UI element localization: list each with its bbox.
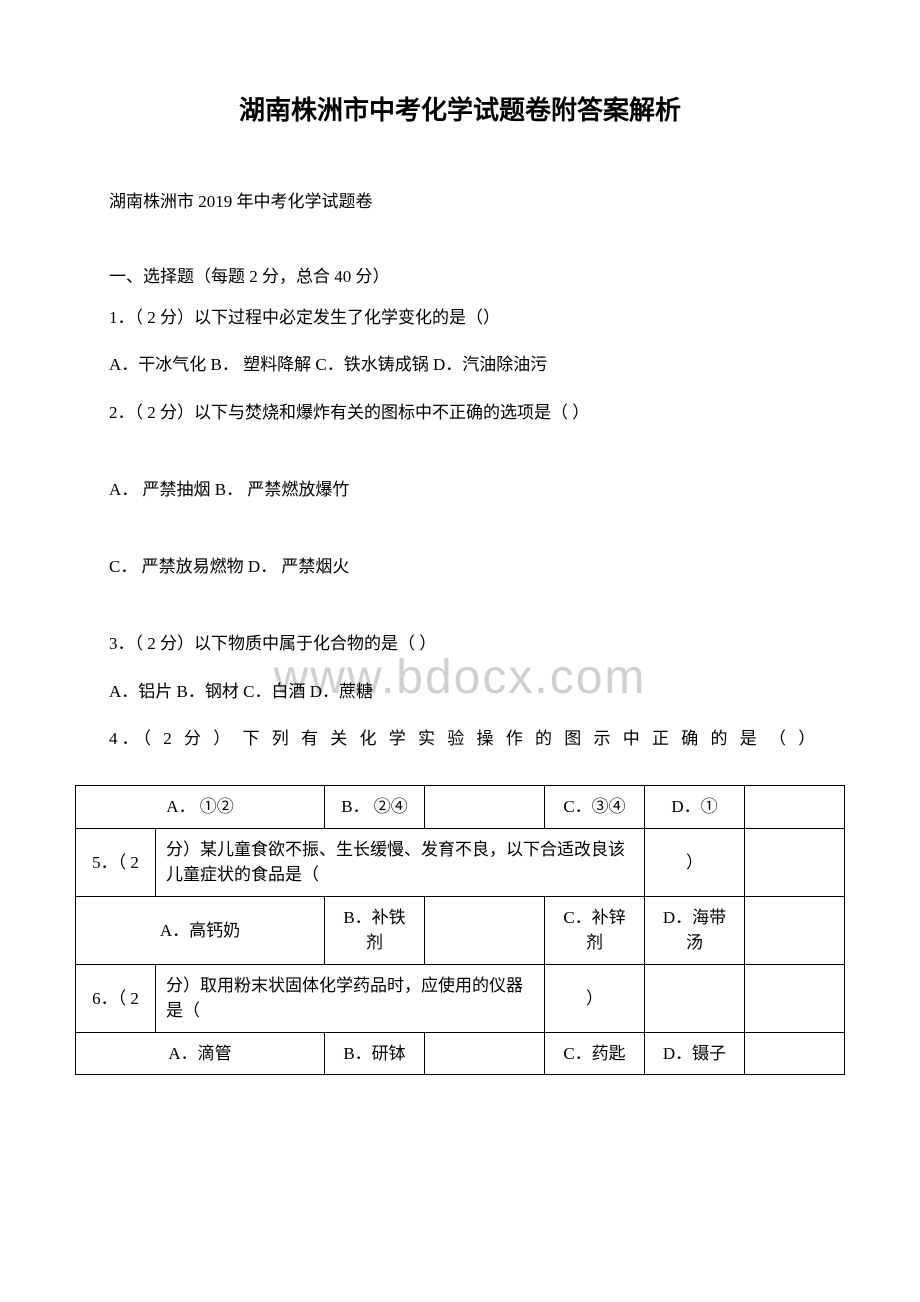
options-table: A． ①② B． ②④ C．③④ D．① 5．（ 2 分）某儿童食欲不振、生长缓… bbox=[75, 785, 845, 1075]
cell-empty bbox=[425, 786, 545, 829]
cell-q5-num: 5．（ 2 bbox=[76, 828, 156, 896]
page-title: 湖南株洲市中考化学试题卷附答案解析 bbox=[75, 90, 845, 127]
question-1-options: A．干冰气化 B． 塑料降解 C．铁水铸成锅 D．汽油除油污 bbox=[75, 349, 845, 381]
question-2: 2．（ 2 分）以下与焚烧和爆炸有关的图标中不正确的选项是（ ） bbox=[75, 397, 845, 429]
cell-q6-b: B．研钵 bbox=[325, 1032, 425, 1075]
cell-empty bbox=[745, 896, 845, 964]
spacer bbox=[75, 521, 845, 551]
cell-q6-d: D．镊子 bbox=[645, 1032, 745, 1075]
exam-subtitle: 湖南株洲市 2019 年中考化学试题卷 bbox=[75, 187, 845, 212]
cell-q5-d: D．海带汤 bbox=[645, 896, 745, 964]
cell-q5-paren: ） bbox=[645, 828, 745, 896]
section-header: 一、选择题（每题 2 分，总合 40 分） bbox=[75, 262, 845, 287]
cell-q4-d: D．① bbox=[645, 786, 745, 829]
cell-empty bbox=[645, 964, 745, 1032]
table-row: 6．（ 2 分）取用粉末状固体化学药品时，应使用的仪器是（ ） bbox=[76, 964, 845, 1032]
cell-q5-text: 分）某儿童食欲不振、生长缓慢、发育不良，以下合适改良该儿童症状的食品是（ bbox=[156, 828, 645, 896]
question-1: 1．（ 2 分）以下过程中必定发生了化学变化的是（） bbox=[75, 302, 845, 334]
cell-q6-c: C．药匙 bbox=[545, 1032, 645, 1075]
spacer bbox=[75, 598, 845, 628]
cell-q5-a: A．高钙奶 bbox=[76, 896, 325, 964]
question-4: 4．（ 2 分 ） 下 列 有 关 化 学 实 验 操 作 的 图 示 中 正 … bbox=[75, 723, 845, 755]
cell-q5-c: C．补锌剂 bbox=[545, 896, 645, 964]
table-row: A．滴管 B．研钵 C．药匙 D．镊子 bbox=[76, 1032, 845, 1075]
cell-empty bbox=[745, 828, 845, 896]
cell-empty bbox=[745, 964, 845, 1032]
cell-empty bbox=[425, 1032, 545, 1075]
question-3: 3．（ 2 分）以下物质中属于化合物的是（ ） bbox=[75, 628, 845, 660]
document-content: 湖南株洲市中考化学试题卷附答案解析 湖南株洲市 2019 年中考化学试题卷 一、… bbox=[75, 90, 845, 1075]
cell-q5-b: B．补铁剂 bbox=[325, 896, 425, 964]
cell-empty bbox=[745, 1032, 845, 1075]
table-row: A． ①② B． ②④ C．③④ D．① bbox=[76, 786, 845, 829]
cell-q6-a: A．滴管 bbox=[76, 1032, 325, 1075]
question-2-options-ab: A． 严禁抽烟 B． 严禁燃放爆竹 bbox=[75, 474, 845, 506]
cell-empty bbox=[745, 786, 845, 829]
cell-q4-a: A． ①② bbox=[76, 786, 325, 829]
cell-q4-b: B． ②④ bbox=[325, 786, 425, 829]
cell-q4-c: C．③④ bbox=[545, 786, 645, 829]
table-row: 5．（ 2 分）某儿童食欲不振、生长缓慢、发育不良，以下合适改良该儿童症状的食品… bbox=[76, 828, 845, 896]
question-2-options-cd: C． 严禁放易燃物 D． 严禁烟火 bbox=[75, 551, 845, 583]
cell-q6-text: 分）取用粉末状固体化学药品时，应使用的仪器是（ bbox=[156, 964, 545, 1032]
cell-q6-paren: ） bbox=[545, 964, 645, 1032]
spacer bbox=[75, 444, 845, 474]
cell-empty bbox=[425, 896, 545, 964]
cell-q6-num: 6．（ 2 bbox=[76, 964, 156, 1032]
table-row: A．高钙奶 B．补铁剂 C．补锌剂 D．海带汤 bbox=[76, 896, 845, 964]
question-3-options: A．铝片 B．钢材 C．白酒 D．蔗糖 bbox=[75, 676, 845, 708]
